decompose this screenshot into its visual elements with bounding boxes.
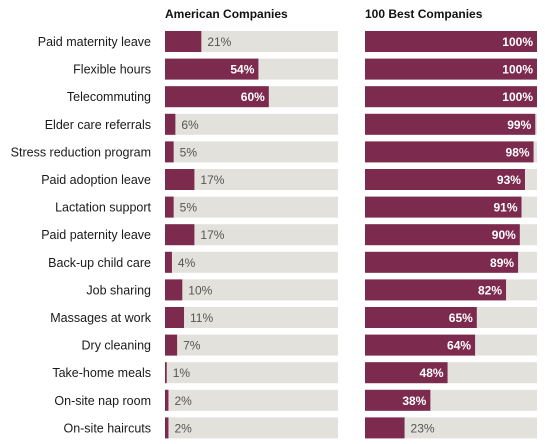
best-value-flexible-hours: 100% xyxy=(502,63,533,77)
row-label-elder-care-referrals: Elder care referrals xyxy=(45,118,151,132)
best-bar-back-up-child-care xyxy=(365,251,519,273)
best-bar-massages-at-work xyxy=(365,307,477,328)
american-value-telecommuting: 60% xyxy=(241,90,265,104)
row-label-on-site-nap-room: On-site nap room xyxy=(54,394,151,408)
best-value-paid-paternity-leave: 90% xyxy=(492,228,516,242)
american-track-paid-maternity-leave xyxy=(165,31,338,52)
row-label-massages-at-work: Massages at work xyxy=(50,311,151,325)
best-value-take-home-meals: 48% xyxy=(420,366,444,380)
best-value-paid-adoption-leave: 93% xyxy=(497,173,521,187)
row-label-take-home-meals: Take-home meals xyxy=(52,366,151,380)
best-value-job-sharing: 82% xyxy=(478,283,502,297)
row-label-back-up-child-care: Back-up child care xyxy=(48,256,151,270)
row-label-stress-reduction-program: Stress reduction program xyxy=(11,145,151,159)
best-bar-job-sharing xyxy=(365,279,507,301)
row-label-flexible-hours: Flexible hours xyxy=(73,63,151,77)
best-bar-on-site-haircuts xyxy=(365,417,405,439)
american-value-job-sharing: 10% xyxy=(188,283,212,297)
row-label-telecommuting: Telecommuting xyxy=(67,90,151,104)
best-bar-take-home-meals xyxy=(365,362,448,384)
american-bar-stress-reduction-program xyxy=(165,141,174,163)
best-bar-paid-adoption-leave xyxy=(365,169,525,190)
american-track-massages-at-work xyxy=(165,307,338,328)
best-bar-telecommuting xyxy=(365,86,537,108)
best-value-on-site-nap-room: 38% xyxy=(402,394,426,408)
best-value-elder-care-referrals: 99% xyxy=(507,118,531,132)
american-value-stress-reduction-program: 5% xyxy=(180,145,198,159)
row-label-paid-adoption-leave: Paid adoption leave xyxy=(41,173,151,187)
american-bar-back-up-child-care xyxy=(165,251,172,273)
best-bar-flexible-hours xyxy=(365,58,537,80)
panel-title-100-best-companies: 100 Best Companies xyxy=(365,7,483,21)
american-value-on-site-haircuts: 2% xyxy=(174,421,192,435)
row-label-job-sharing: Job sharing xyxy=(86,283,151,297)
american-bar-take-home-meals xyxy=(165,362,167,384)
best-bar-paid-maternity-leave xyxy=(365,31,537,52)
panel-title-american-companies: American Companies xyxy=(165,7,288,21)
american-value-on-site-nap-room: 2% xyxy=(174,394,192,408)
american-bar-on-site-haircuts xyxy=(165,417,169,439)
american-track-on-site-nap-room xyxy=(165,389,338,411)
american-track-take-home-meals xyxy=(165,362,338,384)
row-label-dry-cleaning: Dry cleaning xyxy=(82,339,152,353)
american-bar-paid-paternity-leave xyxy=(165,224,195,246)
american-bar-massages-at-work xyxy=(165,307,185,328)
best-bar-elder-care-referrals xyxy=(365,113,536,135)
american-bar-lactation-support xyxy=(165,196,174,218)
best-bar-on-site-nap-room xyxy=(365,389,431,411)
american-track-stress-reduction-program xyxy=(165,141,338,163)
american-track-paid-adoption-leave xyxy=(165,169,338,190)
american-track-job-sharing xyxy=(165,279,338,301)
best-track-on-site-haircuts xyxy=(365,417,537,439)
american-value-paid-maternity-leave: 21% xyxy=(207,35,231,49)
american-value-paid-paternity-leave: 17% xyxy=(200,228,224,242)
american-track-elder-care-referrals xyxy=(165,113,338,135)
best-value-dry-cleaning: 64% xyxy=(447,339,471,353)
american-bar-on-site-nap-room xyxy=(165,389,169,411)
best-value-stress-reduction-program: 98% xyxy=(506,145,530,159)
american-bar-job-sharing xyxy=(165,279,183,301)
american-value-flexible-hours: 54% xyxy=(230,63,254,77)
american-value-massages-at-work: 11% xyxy=(190,311,213,325)
american-track-paid-paternity-leave xyxy=(165,224,338,246)
best-value-telecommuting: 100% xyxy=(502,90,533,104)
american-bar-paid-adoption-leave xyxy=(165,169,195,190)
row-label-lactation-support: Lactation support xyxy=(55,201,151,215)
row-label-paid-maternity-leave: Paid maternity leave xyxy=(38,35,151,49)
best-bar-stress-reduction-program xyxy=(365,141,534,163)
best-value-massages-at-work: 65% xyxy=(449,311,473,325)
american-value-dry-cleaning: 7% xyxy=(183,339,201,353)
american-track-lactation-support xyxy=(165,196,338,218)
american-bar-paid-maternity-leave xyxy=(165,31,202,52)
american-value-take-home-meals: 1% xyxy=(173,366,191,380)
best-value-on-site-haircuts: 23% xyxy=(411,421,435,435)
american-track-on-site-haircuts xyxy=(165,417,338,439)
american-value-back-up-child-care: 4% xyxy=(178,256,196,270)
row-label-on-site-haircuts: On-site haircuts xyxy=(63,421,151,435)
american-bar-elder-care-referrals xyxy=(165,113,176,135)
best-bar-lactation-support xyxy=(365,196,522,218)
american-bar-dry-cleaning xyxy=(165,334,178,356)
best-value-back-up-child-care: 89% xyxy=(490,256,514,270)
best-bar-dry-cleaning xyxy=(365,334,476,356)
american-track-dry-cleaning xyxy=(165,334,338,356)
american-value-lactation-support: 5% xyxy=(180,201,198,215)
american-value-paid-adoption-leave: 17% xyxy=(200,173,224,187)
chart-rows: Paid maternity leave 21% 100% Flexible hour… xyxy=(11,31,537,439)
american-track-back-up-child-care xyxy=(165,251,338,273)
best-bar-paid-paternity-leave xyxy=(365,224,520,246)
best-value-paid-maternity-leave: 100% xyxy=(502,35,533,49)
american-value-elder-care-referrals: 6% xyxy=(181,118,199,132)
american-bar-telecommuting xyxy=(165,86,269,108)
row-label-paid-paternity-leave: Paid paternity leave xyxy=(41,228,151,242)
best-value-lactation-support: 91% xyxy=(493,201,517,215)
american-bar-flexible-hours xyxy=(165,58,259,80)
